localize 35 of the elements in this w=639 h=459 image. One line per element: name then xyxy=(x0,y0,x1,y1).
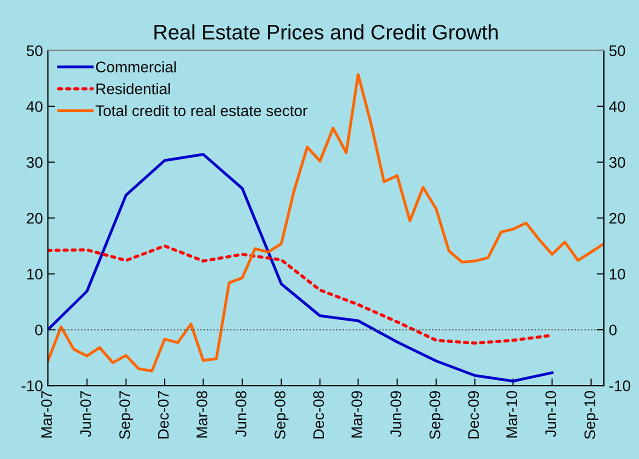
x-tick-label: Sep-07 xyxy=(119,391,134,439)
y-tick-label: 40 xyxy=(26,101,42,112)
y-tick-label: 50 xyxy=(26,45,42,56)
x-tick-label: Dec-07 xyxy=(158,391,169,438)
x-tick-label: Sep-10 xyxy=(584,391,598,439)
y-tick-label: -10 xyxy=(22,380,42,392)
y2-tick-label: 10 xyxy=(610,268,626,280)
y2-tick-label: 40 xyxy=(609,101,626,112)
legend-label: Commercial xyxy=(96,61,176,72)
y2-tick-label: -10 xyxy=(609,380,630,392)
x-tick-label: Jun-09 xyxy=(390,391,402,437)
chart-title: Real Estate Prices and Credit Growth xyxy=(154,24,498,40)
x-tick-label: Dec-09 xyxy=(468,391,479,438)
y2-tick-label: 20 xyxy=(609,212,626,224)
line-series xyxy=(48,73,604,372)
y-tick-label: 30 xyxy=(26,157,42,168)
y-tick-label: 10 xyxy=(27,268,42,280)
x-tick-label: Dec-08 xyxy=(313,391,324,438)
x-tick-label: Sep-08 xyxy=(274,391,288,439)
x-tick-label: Mar-07 xyxy=(41,391,52,438)
y-tick-label: 0 xyxy=(35,324,42,336)
y2-tick-label: 0 xyxy=(609,324,617,336)
x-tick-label: Sep-09 xyxy=(430,391,444,439)
legend-label: Residential xyxy=(96,83,170,94)
x-tick-label: Mar-08 xyxy=(196,391,208,438)
x-tick-label: Mar-09 xyxy=(351,391,362,438)
y2-tick-label: 50 xyxy=(609,45,626,56)
x-tick-label: Jun-07 xyxy=(80,391,92,437)
x-tick-label: Mar-10 xyxy=(506,391,518,438)
x-tick-label: Jun-08 xyxy=(236,391,246,437)
y-tick-label: 20 xyxy=(26,212,42,224)
x-tick-label: Jun-10 xyxy=(545,391,556,437)
line-series xyxy=(48,152,554,382)
y2-tick-label: 30 xyxy=(609,157,626,168)
legend-label: Total credit to real estate sector xyxy=(96,104,308,116)
